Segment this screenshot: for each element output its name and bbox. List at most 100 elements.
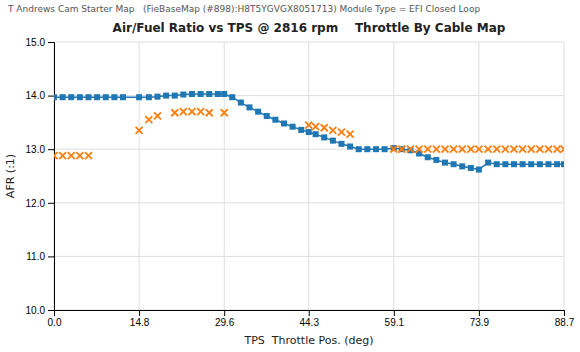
tick: 73.9 xyxy=(470,310,490,328)
marker xyxy=(537,161,543,167)
series xyxy=(54,108,564,159)
marker xyxy=(451,161,457,167)
marker xyxy=(399,146,405,152)
tick-mark xyxy=(48,149,54,150)
marks xyxy=(54,91,564,173)
marker xyxy=(329,127,336,134)
tick: 15.0 xyxy=(26,37,54,48)
marker xyxy=(511,161,517,167)
marker xyxy=(188,108,195,115)
grid xyxy=(54,42,564,310)
grid-line xyxy=(139,42,140,310)
marker xyxy=(76,152,83,159)
y-axis: 10.0 11.0 12.0 13.0 14.0 15.0 xyxy=(26,37,55,316)
tick-label: 11.0 xyxy=(26,251,45,262)
marker xyxy=(198,91,204,97)
marker xyxy=(197,108,204,115)
tick: 14.0 xyxy=(26,90,54,101)
marker xyxy=(545,146,552,153)
axis-line xyxy=(55,311,565,317)
marker xyxy=(373,146,379,152)
marker xyxy=(519,146,526,153)
marker xyxy=(545,161,551,167)
tick-mark xyxy=(48,256,54,257)
marker xyxy=(136,127,143,134)
marker xyxy=(111,94,117,100)
marker xyxy=(145,116,152,123)
marker xyxy=(356,146,362,152)
tick-label: 29.6 xyxy=(215,317,235,328)
grid-line xyxy=(393,42,394,310)
marker xyxy=(189,91,195,97)
tick: 11.0 xyxy=(26,251,54,262)
tick: 0.0 xyxy=(48,310,62,328)
marker xyxy=(493,146,500,153)
marker xyxy=(485,160,491,166)
tick-label: 12.0 xyxy=(26,198,46,209)
marker xyxy=(272,117,278,123)
marker xyxy=(433,157,439,163)
grid-line xyxy=(308,42,309,310)
marker xyxy=(475,146,482,153)
marker xyxy=(459,146,466,153)
tick: 59.1 xyxy=(385,310,405,328)
tick-label: 0.0 xyxy=(48,317,62,328)
grid-line xyxy=(564,42,565,310)
marker xyxy=(163,93,169,99)
series xyxy=(54,91,564,173)
marker xyxy=(54,152,58,159)
marker xyxy=(305,122,312,129)
marker xyxy=(347,144,353,150)
marker xyxy=(172,93,178,99)
marker xyxy=(502,146,509,153)
marker xyxy=(476,167,482,173)
tick-label: 10.0 xyxy=(26,305,46,316)
marker xyxy=(60,94,66,100)
marker xyxy=(68,152,75,159)
tick: 13.0 xyxy=(26,144,54,155)
marker xyxy=(433,146,440,153)
tick-mark xyxy=(224,310,225,316)
tick-mark xyxy=(564,310,565,316)
marker xyxy=(502,161,508,167)
tick-label: 73.9 xyxy=(470,317,490,328)
marker xyxy=(281,120,287,126)
marker xyxy=(120,94,126,100)
marker xyxy=(154,112,161,119)
marker xyxy=(313,131,319,137)
marker xyxy=(510,146,517,153)
marker xyxy=(255,109,261,115)
marker xyxy=(416,146,423,153)
marker xyxy=(364,146,370,152)
grid-line xyxy=(54,42,564,43)
grid-line xyxy=(478,42,479,310)
tick-mark xyxy=(48,310,54,311)
marker xyxy=(180,92,186,98)
axis-line xyxy=(48,43,55,311)
tick: 14.8 xyxy=(130,310,150,328)
tick-mark xyxy=(139,310,140,316)
marker xyxy=(407,146,414,153)
marker xyxy=(85,152,92,159)
marker xyxy=(215,91,221,97)
subtitle: T Andrews Cam Starter Map (FieBaseMap (#… xyxy=(7,4,480,14)
marker xyxy=(298,127,304,133)
tick: 88.7 xyxy=(555,310,575,328)
marker xyxy=(77,94,83,100)
tick-mark xyxy=(479,310,480,316)
marker xyxy=(330,138,336,144)
tick-mark xyxy=(309,310,310,316)
tick-label: 88.7 xyxy=(555,317,575,328)
marker xyxy=(85,94,91,100)
marker xyxy=(554,146,561,153)
marker xyxy=(347,131,354,138)
marker xyxy=(306,129,312,135)
grid-line xyxy=(224,42,225,310)
marker xyxy=(425,154,431,160)
marker xyxy=(246,104,252,110)
tick-mark xyxy=(48,42,54,43)
plot: 0.014.829.644.359.173.988.710.011.012.01… xyxy=(26,37,575,328)
marker xyxy=(68,94,74,100)
marker xyxy=(221,91,227,97)
tick-label: 59.1 xyxy=(385,317,405,328)
